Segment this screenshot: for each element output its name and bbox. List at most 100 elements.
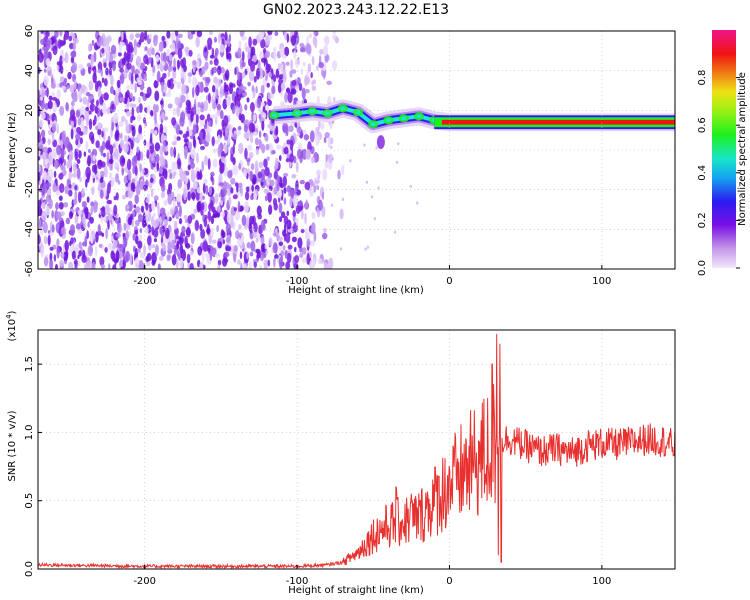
noise-cell [282, 121, 288, 134]
noise-cell [64, 51, 69, 64]
noise-cell [289, 197, 293, 208]
noise-cell [150, 173, 153, 179]
noise-cell [190, 172, 196, 183]
noise-cell [243, 169, 247, 178]
y-tick-label: -40 [24, 221, 35, 237]
noise-cell [302, 129, 307, 134]
noise-cell [133, 45, 138, 56]
noise-cell [162, 168, 168, 179]
noise-cell [101, 106, 108, 114]
noise-cell [143, 244, 147, 256]
noise-cell [121, 57, 126, 66]
noise-cell [129, 253, 133, 265]
noise-cell [160, 242, 166, 247]
noise-cell [211, 239, 217, 244]
noise-cell [180, 94, 186, 103]
noise-cell [323, 35, 330, 44]
noise-cell [195, 112, 199, 125]
noise-cell [293, 49, 297, 60]
noise-cell [258, 161, 264, 169]
noise-cell [170, 32, 176, 42]
y-tick-label: -60 [24, 261, 35, 277]
noise-cell [91, 39, 95, 47]
noise-cell [45, 39, 51, 51]
noise-cell [155, 153, 160, 163]
noise-cell [150, 188, 154, 198]
noise-cell [136, 160, 140, 166]
y-tick-label: 40 [24, 64, 35, 77]
noise-cell [143, 139, 147, 146]
noise-cell [265, 249, 269, 255]
noise-cell [40, 98, 45, 110]
noise-cell [216, 65, 222, 76]
noise-cell [273, 186, 278, 195]
noise-cell [188, 49, 193, 57]
noise-cell [119, 244, 125, 252]
noise-cell [53, 170, 57, 178]
noise-cell [280, 64, 284, 75]
noise-cell [80, 67, 86, 76]
noise-cell [285, 61, 290, 66]
noise-cell [56, 64, 60, 71]
noise-cell [242, 263, 248, 269]
noise-cell [212, 102, 217, 110]
noise-cell [304, 89, 310, 94]
noise-cell [148, 33, 153, 40]
noise-cell [126, 158, 132, 171]
noise-cell [222, 98, 228, 110]
noise-cell [239, 31, 245, 38]
noise-cell [159, 216, 162, 225]
noise-cell [315, 169, 322, 176]
noise-cell [49, 252, 53, 262]
noise-cell [102, 152, 106, 158]
noise-cell [278, 202, 283, 214]
noise-cell [237, 47, 242, 58]
noise-cell [115, 233, 122, 238]
noise-cell [254, 137, 260, 146]
noise-cell [197, 245, 203, 256]
noise-cell [161, 183, 166, 193]
noise-cell [217, 240, 223, 249]
noise-cell [251, 85, 255, 93]
noise-cell [162, 91, 166, 97]
noise-cell [249, 251, 254, 257]
noise-cell [286, 87, 291, 94]
noise-cell [159, 226, 163, 235]
noise-cell [70, 100, 75, 107]
noise-cell [129, 33, 134, 41]
noise-cell [154, 142, 161, 152]
noise-cell [134, 257, 140, 269]
noise-cell [79, 137, 83, 145]
noise-cell [132, 166, 136, 175]
y-tick-label: 0 [24, 147, 35, 153]
noise-cell [88, 80, 94, 91]
noise-cell [190, 192, 196, 200]
noise-cell [54, 31, 59, 39]
noise-cell [192, 76, 197, 89]
noise-cell [317, 199, 323, 211]
noise-cell [68, 35, 73, 42]
noise-cell [56, 61, 62, 66]
spectrogram-y-label: Frequency (Hz) [7, 112, 18, 188]
noise-cell [187, 215, 193, 224]
noise-cell [177, 179, 183, 189]
noise-cell [62, 251, 69, 262]
noise-cell [103, 60, 107, 69]
noise-cell [111, 103, 115, 110]
noise-cell [192, 180, 198, 190]
noise-cell [273, 257, 276, 268]
noise-cell [323, 44, 329, 57]
noise-cell [74, 151, 79, 160]
noise-cell [294, 58, 301, 67]
noise-cell [59, 31, 63, 37]
noise-cell [138, 76, 143, 82]
noise-cell [112, 60, 117, 72]
noise-cell [163, 200, 168, 206]
noise-cell [306, 71, 309, 76]
noise-cell [209, 54, 215, 59]
noise-cell [131, 65, 135, 75]
noise-cell [299, 47, 305, 53]
noise-cell [131, 116, 136, 121]
noise-cell [248, 261, 252, 269]
noise-cell [136, 146, 140, 153]
